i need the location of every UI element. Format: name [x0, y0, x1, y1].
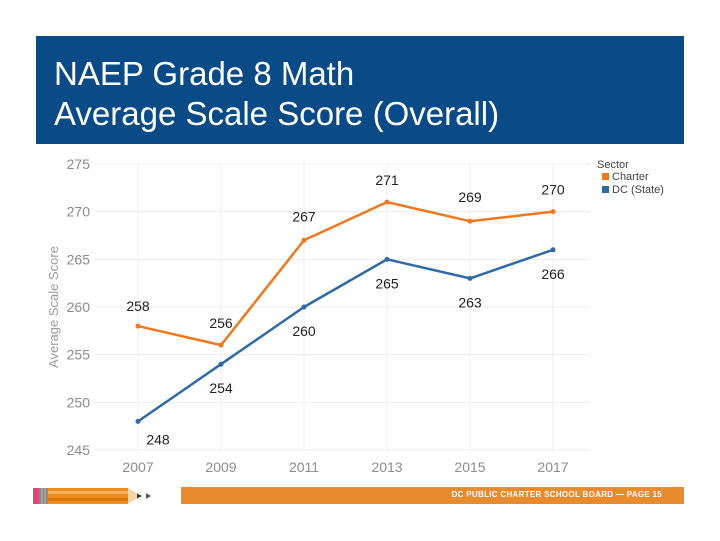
y-tick-label: 250: [67, 394, 91, 410]
data-label: 260: [292, 323, 316, 339]
chart-title-line-1: NAEP Grade 8 Math: [54, 55, 355, 92]
data-label: 269: [458, 189, 482, 205]
data-point: [550, 247, 556, 253]
data-point: [467, 218, 473, 224]
data-label: 266: [541, 266, 565, 282]
data-point: [218, 342, 224, 348]
legend-label: Charter: [612, 171, 649, 183]
data-label: 258: [126, 298, 150, 314]
data-point: [384, 199, 390, 205]
data-label: 270: [541, 182, 565, 198]
y-axis-label: Average Scale Score: [46, 246, 61, 368]
legend-title: Sector: [597, 159, 629, 171]
x-tick-label: 2007: [122, 459, 153, 475]
data-point: [301, 237, 307, 243]
data-label: 267: [292, 208, 316, 224]
legend-label: DC (State): [612, 184, 664, 196]
data-point: [384, 256, 390, 262]
y-tick-label: 275: [67, 156, 91, 172]
x-tick-label: 2017: [537, 459, 568, 475]
y-tick-label: 255: [67, 347, 91, 363]
data-label: 271: [375, 172, 399, 188]
data-point: [550, 209, 556, 215]
y-tick-label: 260: [67, 299, 91, 315]
legend-swatch: [602, 173, 609, 180]
y-tick-label: 270: [67, 204, 91, 220]
x-tick-label: 2013: [371, 459, 402, 475]
footer-text: DC PUBLIC CHARTER SCHOOL BOARD — PAGE 15: [451, 490, 662, 499]
y-tick-label: 265: [67, 251, 91, 267]
series-line-dc-state: [137, 248, 554, 423]
data-point: [135, 418, 141, 424]
title-banner: NAEP Grade 8 Math Average Scale Score (O…: [36, 36, 684, 144]
data-label: 256: [209, 315, 233, 331]
chart-title-line-2: Average Scale Score (Overall): [54, 95, 500, 132]
series-line-charter: [137, 200, 554, 347]
data-label: 263: [458, 294, 482, 310]
x-tick-label: 2015: [454, 459, 485, 475]
data-point: [135, 323, 141, 329]
data-label: 248: [146, 431, 170, 447]
data-point: [301, 304, 307, 310]
x-tick-label: 2011: [289, 459, 319, 475]
data-point: [218, 361, 224, 367]
data-point: [467, 275, 473, 281]
footer-bar: DC PUBLIC CHARTER SCHOOL BOARD — PAGE 15: [181, 487, 684, 504]
pencil-icon: [33, 488, 151, 504]
y-tick-label: 245: [67, 442, 91, 458]
data-label: 265: [375, 275, 399, 291]
data-label: 254: [209, 380, 233, 396]
legend-swatch: [602, 186, 609, 193]
x-tick-label: 2009: [205, 459, 236, 475]
